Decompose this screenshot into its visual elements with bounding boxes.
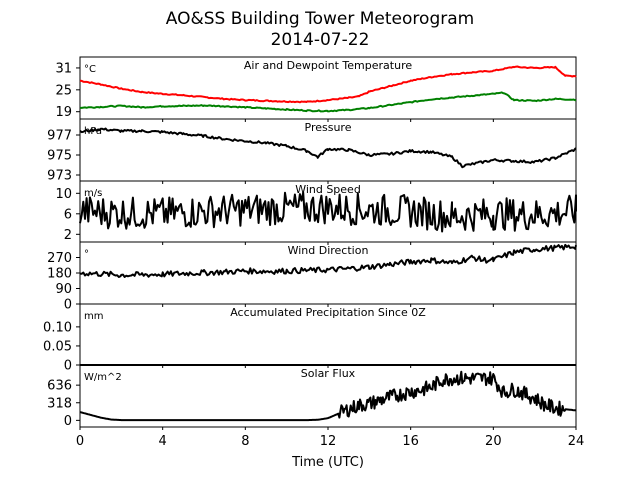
panel-unit: ° bbox=[84, 249, 89, 260]
y-tick-label: 2 bbox=[64, 228, 72, 243]
y-tick-label: 180 bbox=[47, 267, 72, 282]
panel-unit: mm bbox=[84, 311, 103, 322]
y-tick-label: 318 bbox=[47, 396, 72, 411]
y-tick-label: 90 bbox=[55, 282, 72, 297]
y-tick-label: 0 bbox=[64, 298, 72, 313]
series-line-4-1 bbox=[79, 243, 577, 278]
panel-title: Wind Speed bbox=[295, 183, 361, 196]
y-tick-label: 6 bbox=[64, 207, 72, 222]
panel-title: Solar Flux bbox=[301, 367, 356, 380]
panel-title: Air and Dewpoint Temperature bbox=[244, 59, 412, 72]
x-tick-label: 20 bbox=[485, 434, 502, 449]
x-tick-label: 16 bbox=[402, 434, 419, 449]
y-tick-label: 0.10 bbox=[43, 320, 72, 335]
series-line-1-1 bbox=[79, 65, 577, 104]
y-tick-label: 10 bbox=[55, 187, 72, 202]
panel-unit: m/s bbox=[84, 188, 102, 199]
x-axis-label: Time (UTC) bbox=[291, 455, 364, 470]
panel-unit: W/m^2 bbox=[84, 372, 122, 383]
y-tick-label: 0 bbox=[64, 359, 72, 374]
x-tick-label: 0 bbox=[76, 434, 84, 449]
panel-title: Wind Direction bbox=[288, 244, 369, 257]
x-tick-label: 4 bbox=[159, 434, 167, 449]
y-tick-label: 975 bbox=[47, 149, 72, 164]
series-line-2-1 bbox=[79, 127, 577, 169]
panel-unit: °C bbox=[84, 64, 96, 75]
series-line-6-1 bbox=[79, 370, 577, 422]
panel-title: Accumulated Precipitation Since 0Z bbox=[230, 306, 426, 319]
x-tick-label: 8 bbox=[241, 434, 249, 449]
y-tick-label: 636 bbox=[47, 379, 72, 394]
y-tick-label: 0.05 bbox=[43, 339, 72, 354]
y-tick-label: 19 bbox=[55, 105, 72, 120]
figure-date: 2014-07-22 bbox=[271, 30, 370, 50]
panel-title: Pressure bbox=[305, 121, 352, 134]
y-tick-label: 977 bbox=[47, 129, 72, 144]
x-tick-label: 12 bbox=[320, 434, 337, 449]
series-line-1-2 bbox=[80, 91, 577, 113]
x-tick-label: 24 bbox=[568, 434, 585, 449]
y-tick-label: 31 bbox=[55, 61, 72, 76]
series-line-3-1 bbox=[79, 191, 577, 233]
y-tick-label: 270 bbox=[47, 251, 72, 266]
figure-title: AO&SS Building Tower Meteorogram bbox=[166, 9, 474, 29]
y-tick-label: 0 bbox=[64, 414, 72, 429]
y-tick-label: 973 bbox=[47, 169, 72, 184]
y-tick-label: 25 bbox=[55, 83, 72, 98]
